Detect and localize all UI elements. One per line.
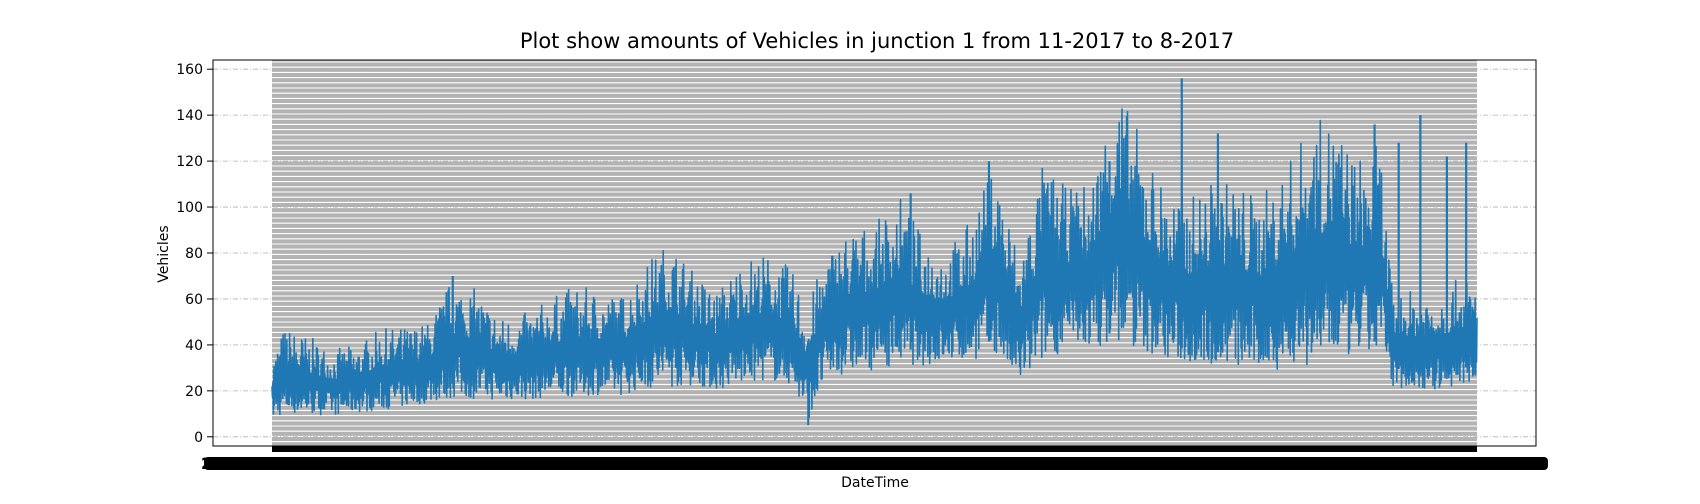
y-axis-label: Vehicles bbox=[156, 225, 172, 282]
y-tick-label: 100 bbox=[176, 200, 203, 216]
x-tick-labels-band bbox=[204, 457, 1548, 470]
plot-area bbox=[212, 59, 1537, 452]
y-tick-label: 120 bbox=[176, 154, 203, 170]
y-tick-label: 20 bbox=[185, 384, 203, 400]
x-tick-label-first-glyph: 2 bbox=[201, 454, 212, 473]
y-tick-label: 60 bbox=[185, 292, 203, 308]
x-axis-label: DateTime bbox=[841, 475, 909, 491]
series-layer bbox=[271, 78, 1478, 426]
y-tick-label: 140 bbox=[176, 108, 203, 124]
y-tick-label: 0 bbox=[194, 430, 203, 446]
chart-title: Plot show amounts of Vehicles in junctio… bbox=[520, 29, 1234, 53]
x-tick-band bbox=[272, 446, 1477, 452]
y-tick-label: 80 bbox=[185, 246, 203, 262]
y-tick-label: 40 bbox=[185, 338, 203, 354]
y-tick-label: 160 bbox=[176, 62, 203, 78]
y-axis: 0 20 40 60 80 100 120 140 160 bbox=[176, 62, 213, 446]
x-tick-labels-overlapped: 2 bbox=[201, 454, 1548, 473]
series-line bbox=[271, 108, 1478, 418]
